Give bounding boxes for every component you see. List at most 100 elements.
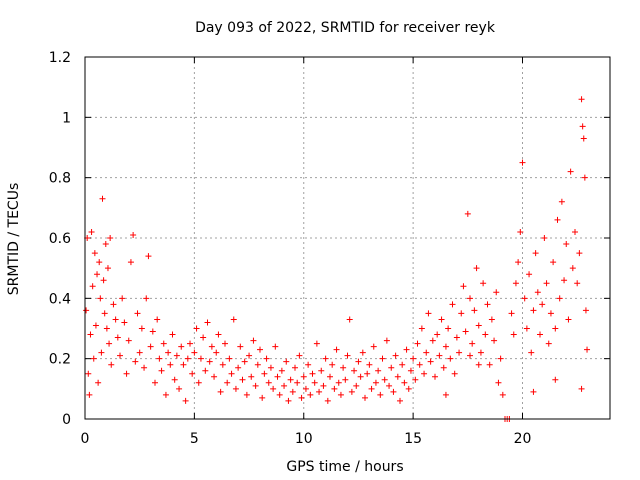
data-point	[394, 373, 401, 380]
data-point	[401, 379, 408, 386]
data-point	[327, 373, 333, 380]
data-point	[158, 367, 165, 374]
data-point	[259, 394, 266, 401]
data-point	[346, 316, 353, 323]
data-point	[484, 301, 491, 308]
data-point	[515, 259, 522, 266]
data-point	[324, 397, 331, 404]
data-point	[580, 135, 587, 142]
data-point	[309, 370, 316, 377]
data-point	[530, 388, 537, 395]
data-point	[567, 168, 574, 175]
data-point	[418, 325, 425, 332]
data-point	[355, 358, 362, 365]
data-point	[526, 271, 533, 278]
data-point	[165, 349, 172, 356]
data-point	[143, 295, 150, 302]
y-tick-label: 0.2	[49, 352, 71, 368]
data-point	[340, 364, 347, 371]
data-point	[368, 385, 375, 392]
data-point	[488, 316, 495, 323]
y-tick-label: 0.4	[49, 291, 71, 307]
data-point	[239, 376, 246, 383]
data-point	[173, 352, 180, 359]
data-point	[449, 301, 456, 308]
data-point	[379, 355, 386, 362]
data-point	[486, 361, 493, 368]
data-point	[296, 352, 303, 359]
data-point	[298, 394, 305, 401]
x-tick-label: 15	[404, 431, 422, 447]
data-point	[405, 385, 412, 392]
y-tick-label: 0	[62, 412, 71, 428]
data-point	[252, 382, 259, 389]
data-point	[335, 379, 342, 386]
data-point	[226, 355, 233, 362]
data-point	[467, 352, 473, 359]
data-point	[578, 385, 585, 392]
data-point	[110, 301, 117, 308]
data-point	[403, 346, 410, 353]
data-point	[257, 346, 263, 353]
data-point	[442, 391, 449, 398]
data-point	[558, 198, 565, 205]
data-point	[292, 364, 298, 371]
data-point	[429, 337, 436, 344]
data-point	[390, 388, 397, 395]
data-point	[375, 367, 382, 374]
data-point	[427, 358, 434, 365]
data-point	[87, 331, 94, 338]
data-point	[96, 259, 103, 266]
data-point	[377, 391, 384, 398]
data-point	[285, 397, 292, 404]
data-point	[182, 397, 189, 404]
data-point	[208, 343, 215, 350]
data-point	[187, 340, 193, 347]
data-point	[477, 349, 484, 356]
data-point	[149, 328, 156, 335]
x-tick-label: 10	[295, 431, 313, 447]
data-point	[141, 364, 148, 371]
data-point	[261, 370, 268, 377]
data-point	[316, 388, 323, 395]
data-point	[204, 319, 211, 326]
data-point	[219, 361, 226, 368]
ticks: 0 0.2 0.4 0.6 0.8 1 1.2 0 5 10 15 20	[49, 50, 610, 447]
data-point	[254, 361, 261, 368]
data-point	[123, 370, 130, 377]
data-point	[99, 195, 106, 202]
data-point	[436, 352, 443, 359]
x-tick-label: 5	[190, 431, 199, 447]
data-point	[499, 391, 506, 398]
data-point	[410, 355, 417, 362]
data-point	[512, 280, 519, 287]
data-point	[399, 361, 406, 368]
data-point	[423, 349, 430, 356]
data-point	[195, 379, 202, 386]
data-point	[565, 316, 572, 323]
data-point	[307, 391, 314, 398]
data-point	[370, 343, 377, 350]
y-tick-label: 0.8	[49, 171, 71, 187]
data-point	[372, 379, 379, 386]
data-point	[193, 325, 200, 332]
data-point	[397, 397, 403, 404]
data-point	[331, 385, 338, 392]
data-point	[117, 352, 123, 359]
data-point	[473, 265, 480, 272]
data-point	[228, 370, 235, 377]
data-point	[250, 337, 257, 344]
data-point	[130, 231, 137, 238]
data-point	[180, 361, 187, 368]
data-point	[237, 343, 244, 350]
data-point	[289, 388, 296, 395]
data-point	[364, 370, 371, 377]
data-point	[104, 265, 111, 272]
data-point	[119, 295, 126, 302]
data-point	[469, 340, 476, 347]
data-point	[202, 367, 209, 374]
data-point	[90, 355, 97, 362]
data-point	[467, 295, 473, 302]
data-point	[112, 316, 119, 323]
data-point	[581, 174, 588, 181]
